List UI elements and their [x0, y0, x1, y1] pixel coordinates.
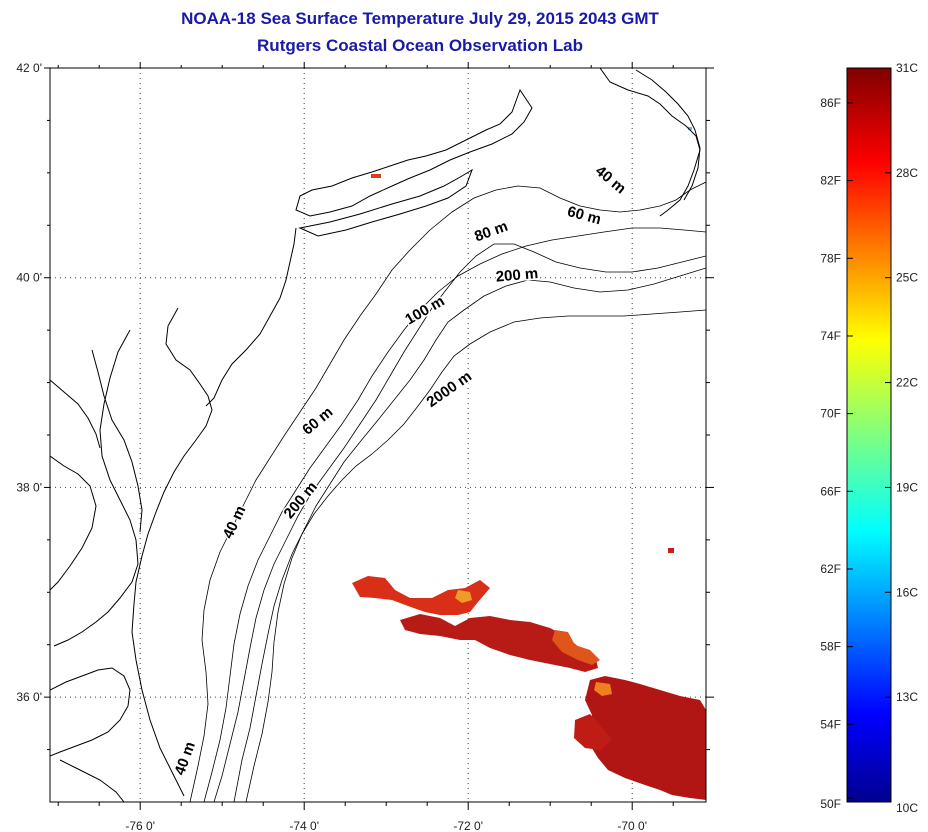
outer-banks [50, 667, 131, 757]
sst-patch [371, 174, 381, 178]
colorbar-f-label: 74F [820, 329, 841, 343]
colorbar-gradient [846, 67, 892, 803]
contour-60m [203, 227, 706, 802]
new-england-coast [599, 68, 701, 217]
long-island-sound [295, 88, 533, 217]
colorbar-f-label: 54F [820, 717, 841, 731]
colorbar-c-label: 28C [896, 166, 918, 180]
nc-sound [59, 759, 125, 802]
colorbar-c-label: 13C [896, 690, 918, 704]
coastlines [50, 68, 701, 802]
sst-patch [594, 682, 612, 696]
lat-label: 42 0' [16, 61, 42, 75]
sst-patch [574, 714, 612, 750]
long-island [298, 168, 473, 237]
nj-coast [205, 227, 297, 407]
graticule: 42 0' 40 0' 38 0' 36 0' -76 0' -74 0' -72 0' -7… [16, 61, 714, 832]
map-subtitle: Rutgers Coastal Ocean Observation Lab [257, 36, 583, 55]
map-title: NOAA-18 Sea Surface Temperature July 29,… [181, 9, 659, 28]
lat-label: 38 0' [16, 480, 42, 494]
sst-patch [552, 630, 600, 665]
delaware-bay [131, 307, 213, 797]
colorbar-f-label: 70F [820, 407, 841, 421]
colorbar-c-label: 16C [896, 585, 918, 599]
contour-80m [213, 243, 706, 802]
lat-label: 36 0' [16, 690, 42, 704]
colorbar: 86F 82F 78F 74F 70F 66F 62F 58F 54F 50F 31C 28C 25C… [820, 61, 918, 815]
colorbar-c-label: 31C [896, 61, 918, 75]
lat-label: 40 0' [16, 271, 42, 285]
bathymetry-contours [189, 181, 706, 802]
colorbar-f-label: 82F [820, 174, 841, 188]
cape-cod [635, 69, 701, 201]
potomac [50, 379, 101, 449]
colorbar-f-label: 86F [820, 96, 841, 110]
colorbar-f-label: 58F [820, 640, 841, 654]
contour-2000m [245, 309, 706, 802]
colorbar-f-label: 66F [820, 484, 841, 498]
chesapeake-inner [91, 349, 143, 533]
sst-data-patches [352, 127, 706, 800]
sst-patch [400, 614, 598, 672]
map-frame [49, 67, 707, 803]
sst-patch [455, 590, 472, 603]
sst-patch [688, 127, 692, 130]
sst-patch [352, 576, 490, 615]
contour-40m [189, 181, 706, 802]
colorbar-c-label: 10C [896, 801, 918, 815]
lon-label: -76 0' [125, 819, 155, 832]
colorbar-f-label: 78F [820, 251, 841, 265]
contour-200m [233, 267, 706, 802]
lon-label: -74 0' [289, 819, 319, 832]
colorbar-f-label: 62F [820, 562, 841, 576]
lon-label: -70 0' [617, 819, 647, 832]
colorbar-c-label: 22C [896, 376, 918, 390]
sst-patch [585, 676, 706, 800]
colorbar-c-label: 19C [896, 480, 918, 494]
lon-label: -72 0' [453, 819, 483, 832]
virginia-coast [50, 455, 97, 591]
colorbar-f-label: 50F [820, 797, 841, 811]
sst-patch [668, 548, 674, 553]
contour-label: 200 m [495, 265, 539, 286]
colorbar-c-label: 25C [896, 271, 918, 285]
